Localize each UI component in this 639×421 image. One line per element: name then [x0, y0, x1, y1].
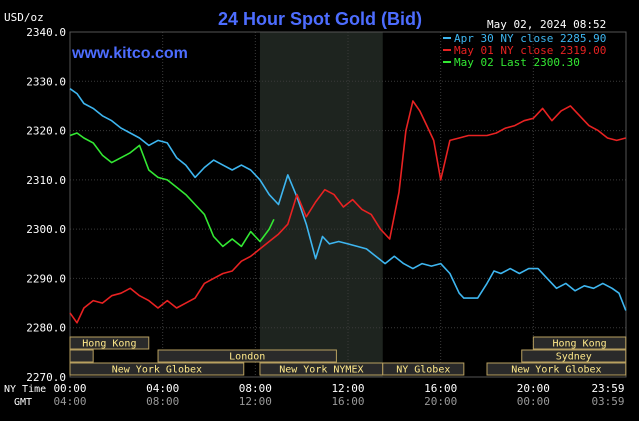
session-bar-box	[521, 349, 627, 363]
x-tick-label-ny: 20:00	[517, 382, 550, 395]
session-bar: New York Globex	[486, 362, 627, 376]
x-tick-label-ny: 08:00	[239, 382, 272, 395]
session-bar: London	[157, 349, 337, 363]
session-bar-box	[69, 362, 245, 376]
ny-time-label: NY Time	[4, 384, 46, 395]
y-tick-label: 2280.0	[26, 322, 66, 335]
legend-label: May 01 NY close 2319.00	[454, 44, 606, 57]
y-tick-label: 2330.0	[26, 75, 66, 88]
session-bar-box	[157, 349, 337, 363]
x-tick-label-ny: 23:59	[591, 382, 624, 395]
y-tick-label: 2310.0	[26, 174, 66, 187]
y-tick-label: 2270.0	[26, 371, 66, 384]
y-tick-label: 2300.0	[26, 223, 66, 236]
session-bar: Hong Kong	[69, 336, 150, 350]
session-bar-box	[382, 362, 465, 376]
timestamp: May 02, 2024 08:52	[487, 18, 606, 31]
session-bar: New York NYMEX	[259, 362, 384, 376]
x-tick-label-ny: 00:00	[53, 382, 86, 395]
session-bar: Hong Kong	[532, 336, 627, 350]
chart-title: 24 Hour Spot Gold (Bid)	[218, 9, 422, 29]
y-tick-label: 2340.0	[26, 26, 66, 39]
session-bar-label: Hong Kong	[82, 339, 136, 350]
session-bar-label: NY Globex	[396, 365, 450, 376]
x-tick-label-gmt: 04:00	[53, 395, 86, 408]
session-bar-label: New York Globex	[112, 365, 202, 376]
legend-entry: May 02 Last 2300.30	[443, 56, 580, 69]
unit-label: USD/oz	[4, 11, 44, 24]
y-tick-label: 2320.0	[26, 125, 66, 138]
nymex-session-band	[259, 32, 383, 377]
session-bar-box	[532, 336, 627, 350]
x-tick-label-ny: 16:00	[424, 382, 457, 395]
session-bar: NY Globex	[382, 362, 465, 376]
plot-border	[69, 31, 627, 378]
x-tick-label-gmt: 00:00	[517, 395, 550, 408]
session-bars: Hong Kong Hong Kong London Sydney New York G…	[69, 336, 627, 376]
x-tick-label-ny: 04:00	[146, 382, 179, 395]
x-tick-label-gmt: 16:00	[331, 395, 364, 408]
x-axis: 00:00 04:00 08:00 12:00 16:00 20:00 23:5904:00…	[53, 382, 624, 408]
x-tick-label-gmt: 20:00	[424, 395, 457, 408]
session-bar-box	[69, 349, 94, 363]
session-bar	[69, 349, 94, 363]
series-layer	[69, 88, 627, 324]
x-tick-label-gmt: 08:00	[146, 395, 179, 408]
legend-entry: May 01 NY close 2319.00	[443, 44, 606, 57]
legend-label: Apr 30 NY close 2285.90	[454, 32, 606, 45]
series-line-3	[69, 132, 275, 248]
series-line-2	[69, 100, 627, 324]
session-bar: New York Globex	[69, 362, 245, 376]
series-line-1	[69, 88, 627, 311]
y-tick-label: 2290.0	[26, 272, 66, 285]
x-tick-label-gmt: 12:00	[239, 395, 272, 408]
y-axis: 2340.0 2330.0 2320.0 2310.0 2300.0 2290.0 2280…	[26, 26, 66, 384]
session-bar-label: Hong Kong	[552, 339, 606, 350]
session-bar-label: Sydney	[556, 352, 592, 363]
session-bar-box	[69, 336, 150, 350]
session-bar: Sydney	[521, 349, 627, 363]
legend-label: May 02 Last 2300.30	[454, 56, 580, 69]
watermark: www.kitco.com	[71, 45, 188, 62]
session-bar-label: New York NYMEX	[279, 365, 363, 376]
x-tick-label-gmt: 03:59	[591, 395, 624, 408]
session-bar-label: London	[229, 352, 265, 363]
legend-entry: Apr 30 NY close 2285.90	[443, 32, 606, 45]
gmt-label: GMT	[14, 397, 32, 408]
session-bar-box	[486, 362, 627, 376]
session-bar-label: New York Globex	[511, 365, 601, 376]
x-tick-label-ny: 12:00	[331, 382, 364, 395]
